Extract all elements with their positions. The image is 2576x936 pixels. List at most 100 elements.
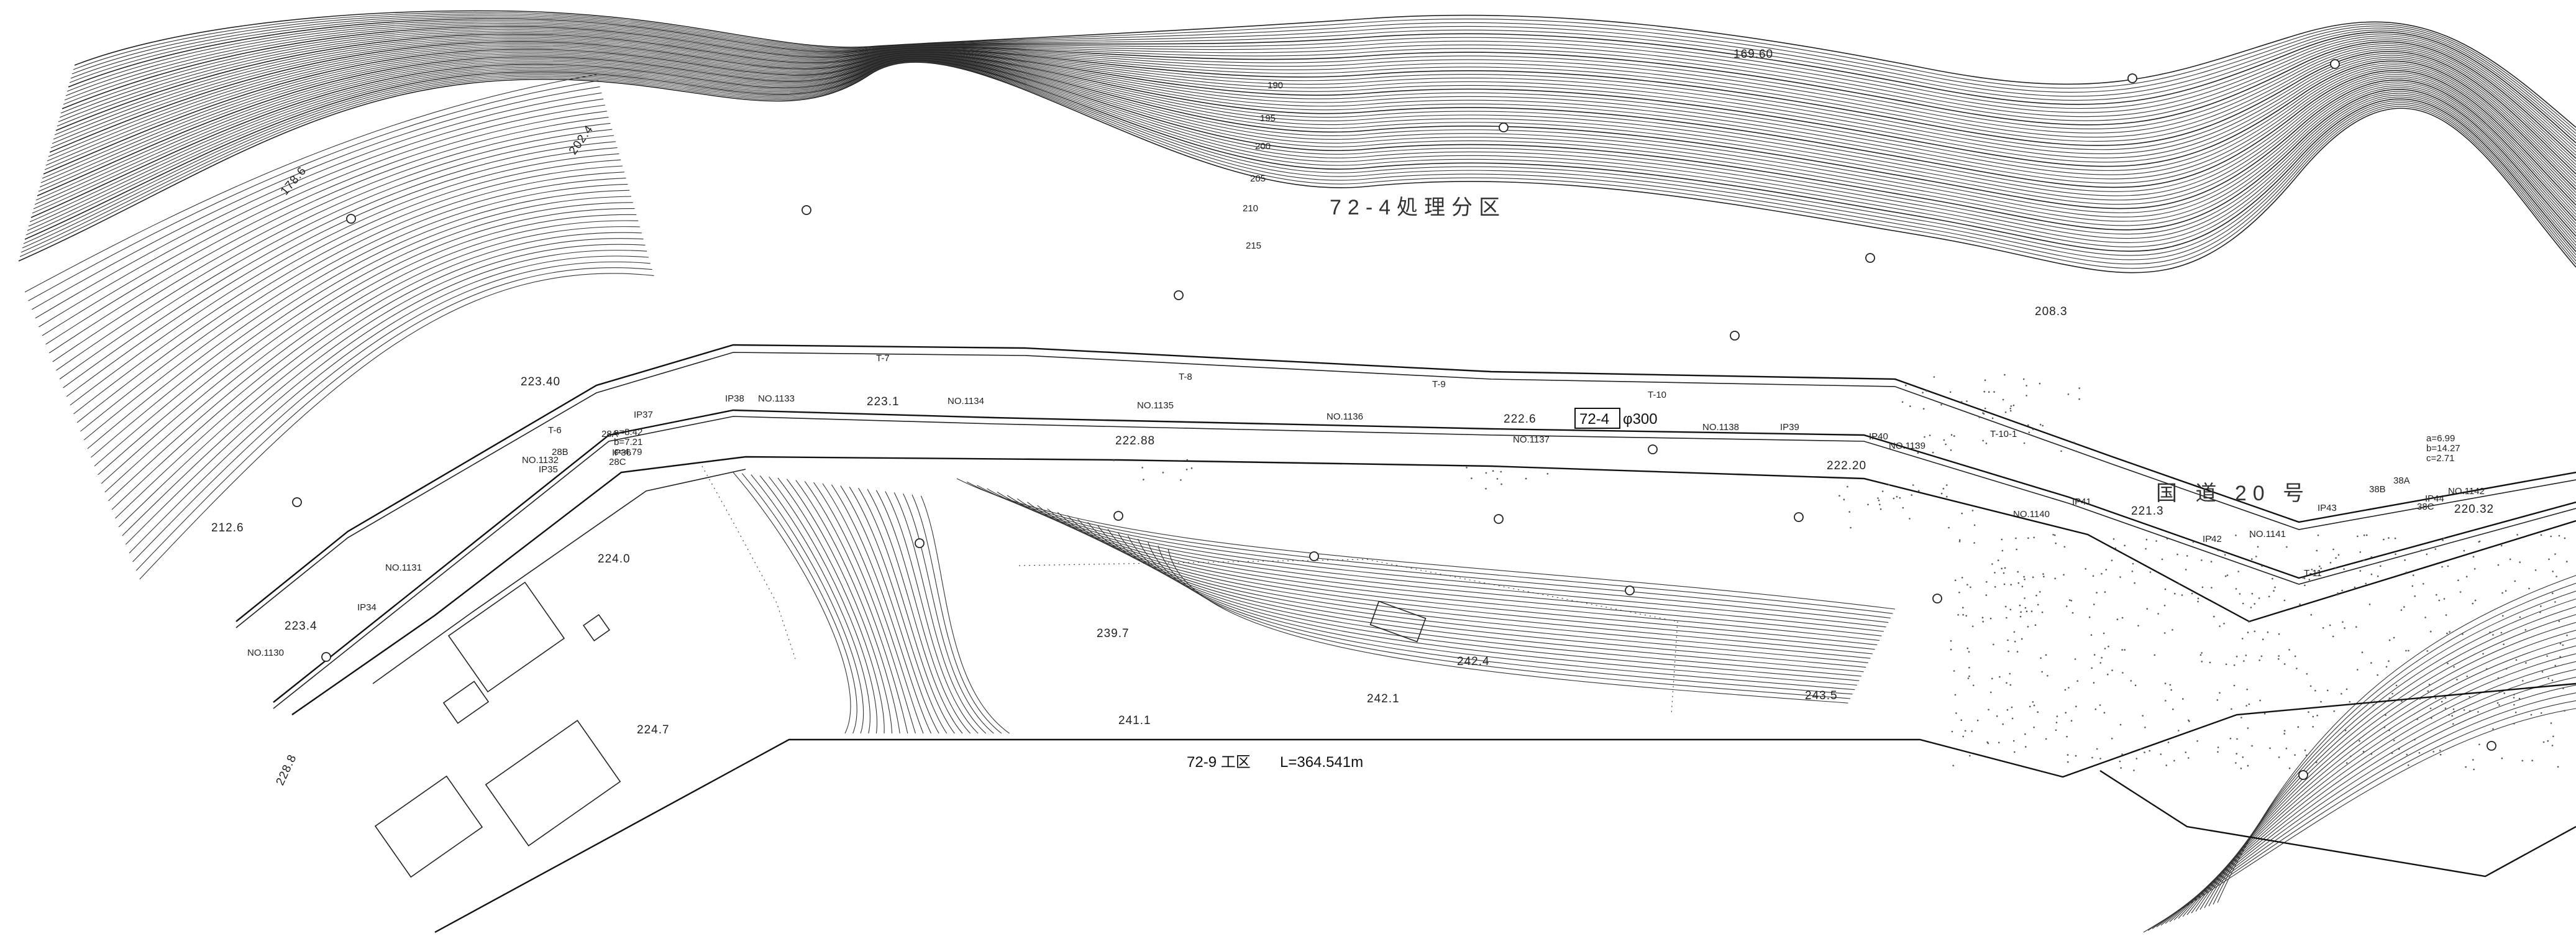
gravel-speck xyxy=(2432,751,2434,753)
gravel-speck xyxy=(1985,594,1988,596)
contour-line xyxy=(875,490,1860,734)
gravel-speck xyxy=(2498,704,2500,706)
gravel-speck xyxy=(1915,447,1917,449)
contour-line xyxy=(98,202,633,475)
contour-line xyxy=(56,129,613,371)
gravel-speck xyxy=(2260,655,2263,658)
station-label: NO.1142 xyxy=(2448,486,2485,497)
gravel-speck xyxy=(2465,766,2467,768)
station-label: NO.1139 xyxy=(1889,441,1925,451)
gravel-speck xyxy=(2416,718,2418,720)
gravel-speck xyxy=(2023,576,2025,578)
gravel-speck xyxy=(1946,484,1948,486)
gravel-speck xyxy=(2178,583,2180,585)
gravel-speck xyxy=(1143,479,1144,480)
gravel-speck xyxy=(2170,689,2172,691)
gravel-speck xyxy=(2067,393,2070,395)
contour-line xyxy=(24,60,2576,252)
gravel-speck xyxy=(2163,632,2166,634)
section-length: L=364.541m xyxy=(1280,754,1363,771)
gravel-speck xyxy=(2022,378,2025,380)
gravel-speck xyxy=(2359,551,2362,553)
gravel-speck xyxy=(2099,662,2101,664)
gravel-speck xyxy=(2552,735,2554,738)
gravel-speck xyxy=(2414,595,2416,597)
gravel-speck xyxy=(2286,546,2288,548)
gravel-speck xyxy=(2060,450,2062,452)
gravel-speck xyxy=(2306,673,2308,675)
gravel-speck xyxy=(2562,644,2564,646)
gravel-speck xyxy=(2012,404,2015,406)
gravel-speck xyxy=(2554,664,2557,667)
contour-line xyxy=(18,62,2576,273)
gravel-speck xyxy=(2149,571,2152,573)
spot-elevation: 239.7 xyxy=(1097,627,1130,640)
gravel-speck xyxy=(2443,598,2446,600)
benchmark-marker xyxy=(1932,594,1942,603)
gravel-speck xyxy=(2469,695,2470,698)
gravel-speck xyxy=(1899,497,1901,499)
gravel-speck xyxy=(2344,729,2347,732)
gravel-speck xyxy=(2065,712,2067,713)
gravel-speck xyxy=(2011,717,2014,720)
gravel-speck xyxy=(1983,390,1985,393)
gravel-speck xyxy=(2420,549,2423,551)
gravel-speck xyxy=(2251,592,2254,595)
contour-line xyxy=(101,208,635,484)
contour-line xyxy=(70,153,619,406)
gravel-speck xyxy=(2558,535,2560,537)
contour-line xyxy=(139,273,654,580)
contour-line xyxy=(38,55,2576,218)
gravel-speck xyxy=(2144,751,2145,753)
gravel-speck xyxy=(1940,403,1942,406)
gravel-speck xyxy=(2251,558,2253,560)
gravel-speck xyxy=(2557,766,2559,768)
road-lower-edge xyxy=(291,456,2576,715)
gravel-speck xyxy=(1993,643,1994,646)
gravel-speck xyxy=(1993,391,1995,393)
gravel-speck xyxy=(2459,591,2462,593)
gravel-speck xyxy=(1967,677,1970,679)
gravel-speck xyxy=(2473,568,2476,570)
gravel-speck xyxy=(2496,702,2499,704)
gravel-speck xyxy=(2165,700,2167,702)
gravel-speck xyxy=(2186,555,2188,557)
gravel-speck xyxy=(2111,738,2113,740)
gravel-speck xyxy=(2463,709,2465,711)
gravel-speck xyxy=(2247,764,2249,767)
gravel-speck xyxy=(2486,668,2488,670)
pipe-label: 72-4 φ300 xyxy=(1574,408,1658,429)
gravel-speck xyxy=(1954,694,1957,696)
gravel-speck xyxy=(1471,477,1473,479)
station-label: NO.1138 xyxy=(1702,422,1739,433)
gravel-speck xyxy=(2444,707,2447,709)
gravel-speck xyxy=(1991,677,1993,680)
gravel-speck xyxy=(2414,738,2416,741)
gravel-speck xyxy=(2099,704,2101,706)
gravel-speck xyxy=(2199,654,2202,656)
benchmark-marker xyxy=(802,205,811,215)
gravel-speck xyxy=(1962,613,1964,616)
gravel-speck xyxy=(2016,651,2019,653)
gravel-speck xyxy=(2447,663,2449,664)
gravel-speck xyxy=(2201,652,2203,654)
gravel-speck xyxy=(1466,467,1468,469)
gravel-speck xyxy=(2562,687,2564,689)
gravel-speck xyxy=(2296,668,2298,669)
gravel-speck xyxy=(2550,535,2552,538)
gravel-speck xyxy=(2439,750,2441,751)
gravel-speck xyxy=(2041,611,2044,613)
gravel-speck xyxy=(2066,735,2068,738)
gravel-speck xyxy=(2349,701,2351,703)
gravel-speck xyxy=(2075,705,2077,707)
gravel-speck xyxy=(2017,571,2019,573)
gravel-speck xyxy=(1972,684,1975,687)
gravel-speck xyxy=(2337,554,2340,556)
gravel-speck xyxy=(2448,713,2450,716)
gravel-speck xyxy=(2431,717,2432,719)
gravel-speck xyxy=(2469,710,2471,712)
gravel-speck xyxy=(2343,568,2345,570)
gravel-speck xyxy=(2423,583,2424,585)
curve-b: b=14.27 xyxy=(2426,443,2460,454)
